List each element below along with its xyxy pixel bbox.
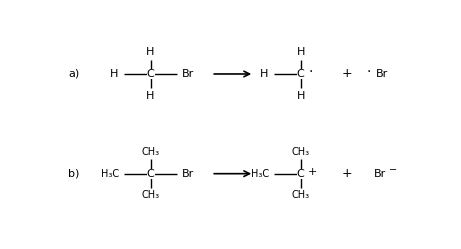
Text: +: +: [342, 67, 352, 80]
Text: H: H: [296, 91, 305, 101]
Text: H: H: [146, 91, 155, 101]
Text: Br: Br: [182, 169, 194, 179]
Text: CH₃: CH₃: [291, 147, 310, 157]
Text: CH₃: CH₃: [291, 190, 310, 200]
Text: H: H: [260, 69, 268, 79]
Text: a): a): [68, 69, 80, 79]
Text: +: +: [342, 167, 352, 180]
Text: ·: ·: [367, 65, 371, 79]
Text: H: H: [296, 47, 305, 57]
Text: H₃C: H₃C: [101, 169, 119, 179]
Text: Br: Br: [376, 69, 388, 79]
Text: C: C: [147, 169, 154, 179]
Text: C: C: [297, 169, 304, 179]
Text: CH₃: CH₃: [142, 190, 160, 200]
Text: b): b): [68, 169, 80, 179]
Text: +: +: [308, 167, 317, 177]
Text: H: H: [146, 47, 155, 57]
Text: Br: Br: [182, 69, 194, 79]
Text: ·: ·: [308, 65, 313, 79]
Text: C: C: [297, 69, 304, 79]
Text: Br: Br: [374, 169, 386, 179]
Text: −: −: [389, 165, 397, 175]
Text: H₃C: H₃C: [251, 169, 270, 179]
Text: C: C: [147, 69, 154, 79]
Text: H: H: [110, 69, 118, 79]
Text: CH₃: CH₃: [142, 147, 160, 157]
